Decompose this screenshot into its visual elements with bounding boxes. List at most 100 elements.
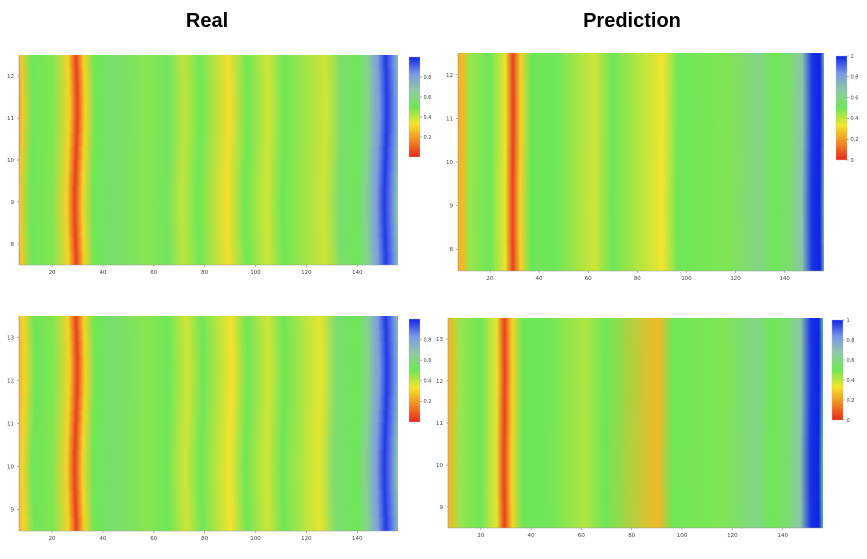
x-tick-label: 140 xyxy=(352,270,363,276)
colorbar-tick-label: 0.4 xyxy=(847,378,855,384)
heatmap-band xyxy=(19,382,398,398)
colorbar-tick-label: 1 xyxy=(851,54,854,60)
heatmap-band xyxy=(448,514,823,528)
colorbar-tick-label: 0.2 xyxy=(847,398,855,404)
y-tick-label: 11 xyxy=(7,422,14,428)
heatmap-band xyxy=(458,147,824,163)
heatmap-band xyxy=(19,120,398,135)
heatmap-band xyxy=(448,343,823,358)
heatmap-band xyxy=(19,463,398,478)
heatmap-band xyxy=(19,185,398,200)
heatmap-band xyxy=(19,342,398,357)
y-tick-label: 11 xyxy=(7,116,14,122)
colorbar-tick-label: 0.8 xyxy=(424,75,432,81)
heatmap-band xyxy=(19,316,398,330)
heatmap-band xyxy=(448,475,823,490)
colorbar xyxy=(408,318,421,423)
y-tick-label: 12 xyxy=(7,379,14,385)
colorbar-tick-label: 0.4 xyxy=(424,115,432,121)
x-tick-label: 100 xyxy=(250,270,261,276)
heatmap-band xyxy=(19,238,398,253)
y-tick-label: 9 xyxy=(11,508,15,514)
heatmap-band xyxy=(19,396,398,411)
y-tick-label: 13 xyxy=(436,337,443,343)
x-tick-label: 20 xyxy=(486,276,493,282)
heatmap-band xyxy=(448,409,823,424)
heatmap-band xyxy=(19,55,398,69)
x-tick-label: 60 xyxy=(585,276,592,282)
heatmap-band xyxy=(448,356,823,371)
y-tick-label: 10 xyxy=(436,463,443,469)
real-column-title: Real xyxy=(185,10,229,32)
heatmap-band xyxy=(458,216,824,231)
heatmap-band xyxy=(458,175,824,190)
heatmap-band xyxy=(19,369,398,384)
colorbar-tick-label: 0.2 xyxy=(424,135,432,141)
colorbar-tick-label: 1 xyxy=(847,318,850,324)
heatmap-band xyxy=(448,330,823,345)
heatmap-band xyxy=(458,53,824,68)
heatmap-band xyxy=(19,449,398,465)
heatmap-panel-prediction-top xyxy=(458,53,824,271)
colorbar-tick-label: 0.8 xyxy=(847,338,855,344)
prediction-column-title: Prediction xyxy=(583,10,681,32)
heatmap-band xyxy=(19,225,398,240)
heatmap-band xyxy=(448,383,823,398)
x-tick-label: 140 xyxy=(352,536,363,542)
colorbar-tick-label: 0.4 xyxy=(851,116,859,122)
heatmap-band xyxy=(19,133,398,148)
x-tick-label: 120 xyxy=(727,533,738,539)
heatmap-band xyxy=(458,120,824,136)
heatmap-band xyxy=(458,229,824,245)
heatmap-band xyxy=(448,422,823,437)
y-tick-label: 9 xyxy=(440,505,444,511)
y-tick-label: 12 xyxy=(446,73,453,79)
x-tick-label: 80 xyxy=(201,270,208,276)
x-tick-label: 60 xyxy=(150,536,157,542)
x-tick-label: 120 xyxy=(301,536,312,542)
x-tick-label: 100 xyxy=(250,536,261,542)
heatmap-band xyxy=(448,396,823,411)
y-tick-label: 13 xyxy=(7,336,14,342)
y-tick-label: 8 xyxy=(450,247,454,253)
x-tick-label: 80 xyxy=(628,533,635,539)
heatmap-band xyxy=(19,67,398,82)
y-tick-label: 12 xyxy=(7,74,14,80)
x-tick-label: 140 xyxy=(779,276,790,282)
y-tick-label: 12 xyxy=(436,379,443,385)
x-tick-label: 20 xyxy=(49,536,56,542)
heatmap-band xyxy=(458,243,824,258)
x-tick-label: 80 xyxy=(634,276,641,282)
x-tick-label: 80 xyxy=(201,536,208,542)
heatmap-panel-real-top xyxy=(19,55,398,265)
heatmap-band xyxy=(458,188,824,204)
x-tick-label: 140 xyxy=(777,533,788,539)
colorbar-tick-label: 0.6 xyxy=(424,358,432,364)
x-tick-label: 40 xyxy=(99,536,106,542)
y-tick-label: 10 xyxy=(7,465,14,471)
heatmap-band xyxy=(448,435,823,450)
heatmap-band xyxy=(448,461,823,476)
heatmap-panel-real-bottom xyxy=(19,316,398,531)
x-tick-label: 100 xyxy=(681,276,692,282)
y-tick-label: 11 xyxy=(446,116,453,122)
heatmap-band xyxy=(448,501,823,516)
x-tick-label: 60 xyxy=(150,270,157,276)
heatmap-band xyxy=(19,159,398,174)
heatmap-band xyxy=(458,256,824,271)
heatmap-band xyxy=(19,251,398,265)
heatmap-band xyxy=(19,146,398,161)
x-tick-label: 20 xyxy=(49,270,56,276)
colorbar-tick-label: 0.2 xyxy=(851,137,859,143)
heatmap-band xyxy=(448,370,823,385)
x-tick-label: 100 xyxy=(677,533,688,539)
colorbar xyxy=(835,55,848,161)
colorbar xyxy=(831,319,844,421)
x-tick-label: 120 xyxy=(730,276,741,282)
x-tick-label: 60 xyxy=(578,533,585,539)
heatmap-band xyxy=(19,436,398,451)
colorbar-tick-label: 0.6 xyxy=(424,95,432,101)
heatmap-band xyxy=(458,93,824,108)
heatmap-band xyxy=(19,328,398,344)
